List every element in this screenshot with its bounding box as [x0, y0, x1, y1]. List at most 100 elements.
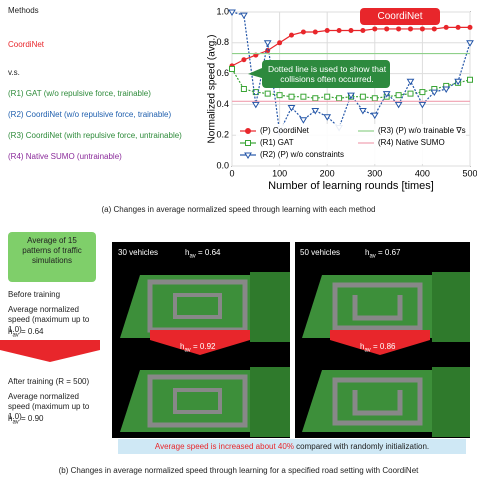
marker [312, 29, 318, 35]
marker [384, 26, 390, 32]
value-text: = 0.92 [190, 342, 216, 351]
symbol: h [180, 342, 185, 351]
methods-title: Methods [8, 6, 39, 15]
marker [264, 90, 271, 97]
legend-marker [245, 128, 251, 134]
track-side [250, 272, 290, 342]
value: hav = 0.90 [8, 414, 43, 428]
marker [430, 89, 439, 97]
x-tick-label: 200 [320, 168, 335, 178]
marker [419, 89, 426, 96]
marker [300, 29, 306, 35]
road [173, 293, 222, 319]
marker [467, 24, 473, 30]
panel-value: hav = 0.86 [360, 342, 395, 356]
marker [240, 86, 247, 92]
track-base [302, 275, 452, 338]
marker [418, 101, 427, 109]
y-tick-label: 0.6 [216, 68, 229, 78]
arrow [0, 340, 100, 362]
label: Average normalized speed (maximum up to … [8, 305, 90, 334]
subscript: av [189, 253, 196, 260]
marker [454, 78, 462, 86]
x-tick-label: 400 [415, 168, 430, 178]
marker [396, 26, 402, 32]
symbol: h [365, 248, 370, 257]
label: Before training [8, 290, 61, 299]
panel-value: hav = 0.64 [185, 248, 220, 262]
label: After training (R = 500) [8, 377, 90, 386]
subscript: av [12, 332, 19, 339]
marker [443, 24, 449, 30]
legend-label: (R1) GAT [260, 138, 294, 147]
annotation: Dotted line is used to show that collisi… [267, 64, 387, 84]
track-base [120, 275, 270, 338]
highlight-text: compared with randomly initialization. [293, 442, 430, 451]
marker [263, 40, 272, 47]
panel-value: hav = 0.92 [180, 342, 215, 356]
marker [289, 32, 294, 38]
caption: (b) Changes in average normalized speed … [58, 466, 419, 475]
road [332, 282, 423, 331]
annotation-pointer [248, 68, 262, 78]
x-tick-label: 0 [229, 168, 234, 178]
marker [240, 12, 248, 20]
marker [276, 92, 283, 99]
vs: v.s. [8, 68, 20, 77]
legend-marker [244, 152, 252, 159]
road [332, 377, 423, 426]
y-tick-label: 1.0 [216, 6, 229, 16]
highlight-red: Average speed is increased about 40% [154, 442, 294, 451]
highlight: Average speed is increased about 40% com… [118, 442, 466, 452]
method: (R3) CoordiNet (with repulsive force, un… [8, 131, 182, 140]
highlight-box [118, 439, 466, 454]
caption: (a) Changes in average normalized speed … [101, 205, 376, 214]
marker [466, 40, 474, 47]
marker [348, 27, 354, 33]
marker [394, 101, 403, 109]
marker [442, 86, 451, 93]
y-tick-label: 0.0 [216, 160, 229, 170]
marker [395, 92, 402, 99]
marker [323, 114, 332, 121]
x-tick-label: 300 [367, 168, 382, 178]
method: (R2) CoordiNet (w/o repulsive force, tra… [8, 110, 172, 119]
arrow [330, 330, 430, 355]
marker [359, 93, 366, 100]
method: (R4) Native SUMO (untrainable) [8, 152, 122, 161]
symbol: h [8, 414, 13, 423]
road [173, 388, 222, 414]
marker [370, 112, 379, 120]
marker [228, 9, 236, 16]
marker [372, 26, 378, 32]
label: Average normalized speed (maximum up to … [8, 392, 90, 421]
value-text: = 0.67 [375, 248, 401, 257]
marker [336, 95, 343, 102]
subscript: av [184, 347, 191, 354]
track-side [432, 272, 470, 342]
marker [336, 27, 342, 33]
method: CoordiNet [8, 40, 45, 49]
subscript: av [364, 347, 371, 354]
legend-label: (R3) (P) w/o trainable ∇s [378, 126, 466, 135]
marker [287, 104, 296, 112]
marker [382, 91, 391, 98]
y-tick-label: 0.8 [216, 37, 229, 47]
track-base [120, 370, 270, 432]
marker [324, 27, 330, 33]
marker [252, 89, 259, 96]
value-text: = 0.90 [18, 414, 44, 423]
symbol: h [8, 327, 13, 336]
legend-box [236, 124, 466, 164]
marker [347, 92, 355, 100]
marker [277, 40, 283, 46]
callout-text: Average of 15 patterns of traffic simula… [22, 236, 82, 265]
arrow [150, 330, 250, 355]
legend-label: (R4) Native SUMO [378, 138, 445, 147]
callout-box [8, 232, 96, 282]
track-side [432, 367, 470, 437]
subscript: av [369, 253, 376, 260]
